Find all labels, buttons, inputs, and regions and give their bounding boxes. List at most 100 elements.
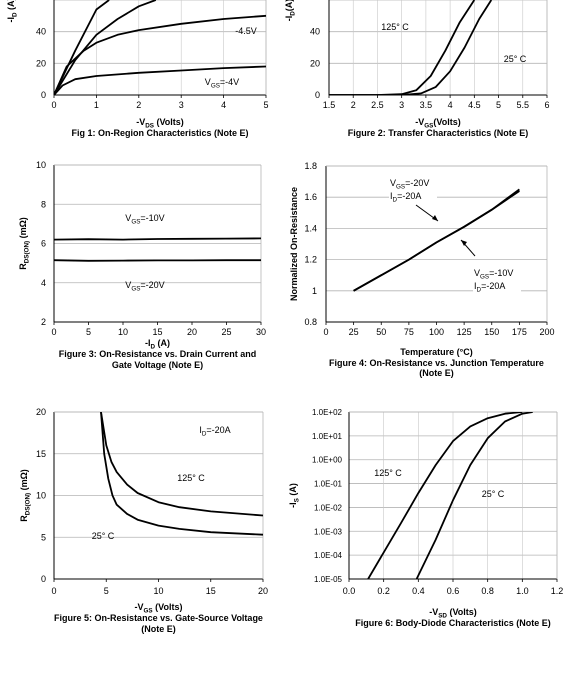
x-axis-label: -VGS(Volts)	[415, 117, 460, 130]
x-axis-label: -VDS (Volts)	[136, 117, 184, 130]
annotation-label: ID=-20A	[390, 191, 421, 204]
y-tick-label: 10	[36, 491, 46, 501]
annotation-bg	[473, 280, 521, 292]
x-tick-label: 0	[323, 327, 328, 337]
y-tick-label: 6	[41, 239, 46, 249]
series-line-2	[329, 0, 493, 95]
figure-caption: (Note E)	[141, 624, 176, 634]
annotation-label: VGS=-20V	[125, 280, 164, 293]
y-tick-label: 20	[36, 58, 46, 68]
y-axis-label: -IS (A)	[288, 483, 301, 508]
y-tick-label: 0	[41, 574, 46, 584]
series-line-1	[100, 412, 263, 517]
x-tick-label: 5	[496, 100, 501, 110]
y-tick-label: 20	[36, 407, 46, 417]
series-line-2	[54, 0, 157, 95]
x-tick-label: 5	[263, 100, 268, 110]
annotation-label: VGS=-4V	[205, 77, 239, 90]
x-tick-label: 0.2	[377, 586, 390, 596]
y-axis-label: Normalized On-Resistance	[289, 187, 299, 301]
x-tick-label: 15	[152, 327, 162, 337]
chart-fig3: 0 5 10 15 20 25 30 2 4 6 8 10 VGS=-10V VGS=-20V -ID (A…	[18, 160, 266, 370]
annotation-bg	[473, 267, 521, 279]
figure-caption: Figure 3: On-Resistance vs. Drain Curren…	[59, 349, 257, 359]
series-line-2	[353, 188, 520, 292]
y-tick-label: 40	[36, 27, 46, 37]
x-tick-label: 5.5	[517, 100, 530, 110]
x-tick-label: 175	[512, 327, 527, 337]
x-tick-label: 5	[104, 586, 109, 596]
figure-caption: Figure 5: On-Resistance vs. Gate-Source …	[54, 613, 263, 623]
x-axis-label: -VSD (Volts)	[429, 607, 477, 620]
annotation-label: 25° C	[504, 54, 527, 64]
annotation-label: 125° C	[177, 473, 205, 483]
x-tick-label: 0.6	[447, 586, 460, 596]
series-line-2	[100, 412, 263, 536]
y-tick-label: 15	[36, 449, 46, 459]
x-axis-label: -VGS (Volts)	[135, 602, 183, 615]
x-tick-label: 5	[86, 327, 91, 337]
series-line-2	[54, 259, 261, 262]
figure-caption: Figure 6: Body-Diode Characteristics (No…	[355, 618, 551, 628]
y-axis-label: -ID(A)	[284, 0, 297, 21]
x-tick-label: 1.0	[516, 586, 529, 596]
y-tick-label: 1.0E-04	[314, 551, 343, 560]
x-tick-label: 2	[351, 100, 356, 110]
x-tick-label: 2.5	[371, 100, 384, 110]
annotation-label: ID=-20A	[474, 281, 505, 294]
y-axis-label: -ID (A)	[6, 0, 19, 23]
x-tick-label: 30	[256, 327, 266, 337]
y-tick-label: 1.0E+00	[312, 456, 343, 465]
annotation-label: -4.5V	[235, 26, 257, 36]
arrowhead-icon	[461, 240, 467, 246]
x-axis-label: Temperature (°C)	[400, 347, 472, 357]
y-tick-label: 1.6	[304, 192, 317, 202]
x-tick-label: 0	[51, 100, 56, 110]
x-tick-label: 50	[376, 327, 386, 337]
y-tick-label: 0	[41, 90, 46, 100]
annotation-bg	[389, 190, 437, 202]
y-tick-label: 1.0E+01	[312, 432, 343, 441]
x-tick-label: 4	[448, 100, 453, 110]
y-axis-label: RDS(ON) (mΩ)	[19, 469, 32, 522]
annotation-label: VGS=-10V	[125, 213, 164, 226]
y-tick-label: 0.8	[304, 317, 317, 327]
y-tick-label: 40	[310, 27, 320, 37]
figure-caption: (Note E)	[419, 368, 454, 378]
x-tick-label: 1.2	[551, 586, 564, 596]
x-tick-label: 20	[187, 327, 197, 337]
x-tick-label: 2	[136, 100, 141, 110]
series-line-3	[54, 14, 266, 95]
x-tick-label: 150	[484, 327, 499, 337]
y-tick-label: 1.0E-02	[314, 503, 343, 512]
x-tick-label: 75	[404, 327, 414, 337]
x-tick-label: 20	[258, 586, 268, 596]
x-tick-label: 15	[206, 586, 216, 596]
y-tick-label: 1.4	[304, 223, 317, 233]
x-tick-label: 10	[118, 327, 128, 337]
series-line-4	[54, 65, 266, 95]
y-tick-label: 0	[315, 90, 320, 100]
x-tick-label: 125	[457, 327, 472, 337]
x-tick-label: 3	[179, 100, 184, 110]
x-tick-label: 3.5	[420, 100, 433, 110]
y-tick-label: 8	[41, 199, 46, 209]
x-tick-label: 10	[153, 586, 163, 596]
y-tick-label: 1.0E-05	[314, 575, 343, 584]
x-tick-label: 1.5	[323, 100, 336, 110]
x-tick-label: 200	[539, 327, 554, 337]
chart-fig5: 0 5 10 15 20 0 5 10 15 20 ID=-20A 125° C 25° C -VGS (…	[19, 407, 268, 634]
x-tick-label: 0.4	[412, 586, 425, 596]
annotation-label: 125° C	[374, 468, 402, 478]
arrowhead-icon	[432, 215, 438, 221]
figure-caption: Figure 2: Transfer Characteristics (Note…	[348, 128, 529, 138]
annotation-label: VGS=-10V	[474, 268, 513, 281]
annotation-label: 25° C	[92, 531, 115, 541]
annotation-label: VGS=-20V	[390, 178, 429, 191]
x-tick-label: 4.5	[468, 100, 481, 110]
y-tick-label: 20	[310, 58, 320, 68]
chart-fig4: 0 25 50 75 100 125 150 175 200 0.8 1 1.2 1.4 1.6 1.8 VG…	[289, 161, 555, 378]
x-tick-label: 3	[399, 100, 404, 110]
y-tick-label: 5	[41, 532, 46, 542]
